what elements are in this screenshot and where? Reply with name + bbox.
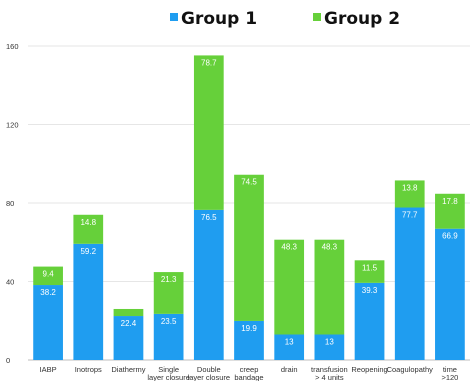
- legend-label-group-2: Group 2: [324, 9, 400, 29]
- data-label: 13.8: [402, 183, 418, 192]
- bar-group-1: [33, 285, 63, 360]
- bar-group-1: [73, 243, 104, 360]
- bar-group-2: [193, 55, 224, 210]
- x-tick-label: Double: [197, 365, 221, 374]
- bar-group-2: [153, 272, 184, 314]
- bar-group-2: [354, 260, 385, 283]
- data-label: 14.8: [80, 218, 96, 227]
- data-labels: 38.2 9.4 59.2 14.8 22.4 23.5 21.3 76.5 78.7 19.9 7…: [40, 58, 458, 346]
- bar-group-2: [314, 239, 345, 335]
- bar-group-1: [193, 209, 224, 360]
- y-tick-label: 160: [6, 42, 19, 51]
- bar-group-2: [435, 193, 465, 229]
- bar-group-2: [33, 266, 63, 286]
- bars: [33, 55, 465, 360]
- data-label: 9.4: [43, 270, 55, 279]
- y-tick-label: 120: [6, 121, 19, 130]
- bar-group-2: [113, 308, 144, 317]
- bar-group-2: [234, 174, 264, 321]
- x-tick-label: >120: [441, 373, 458, 381]
- x-tick-label: creep: [240, 365, 259, 374]
- bar-group-2: [73, 214, 104, 244]
- data-label: 66.9: [442, 232, 458, 241]
- x-tick-label: layer closure: [188, 373, 231, 381]
- bar-group-1: [113, 316, 144, 360]
- bar-group-2: [274, 239, 305, 335]
- data-label: 19.9: [241, 324, 257, 333]
- y-axis-ticks: 0 40 80 120 160: [6, 42, 19, 365]
- data-label: 11.5: [362, 263, 378, 272]
- data-label: 48.3: [281, 243, 297, 252]
- x-tick-label: layer closure: [147, 373, 190, 381]
- bar-group-1: [394, 207, 425, 360]
- bar-group-1: [153, 313, 184, 360]
- y-tick-label: 0: [6, 356, 10, 365]
- x-tick-label: Single: [158, 365, 179, 374]
- data-label: 38.2: [40, 288, 56, 297]
- y-tick-label: 40: [6, 278, 14, 287]
- bar-group-1: [314, 334, 345, 360]
- x-tick-label: IABP: [40, 365, 57, 374]
- x-tick-label: drain: [281, 365, 298, 374]
- data-label: 77.7: [402, 211, 418, 220]
- bar-group-2: [394, 180, 425, 208]
- legend-label-group-1: Group 1: [181, 9, 257, 29]
- legend: Group 1 Group 2: [170, 9, 400, 29]
- data-label: 22.4: [121, 319, 137, 328]
- data-label: 13: [325, 337, 334, 346]
- x-tick-label: Diathermy: [111, 365, 145, 374]
- data-label: 59.2: [80, 247, 96, 256]
- x-tick-label: > 4 units: [315, 373, 344, 381]
- bar-group-1: [234, 320, 264, 360]
- x-tick-label: time: [443, 365, 457, 374]
- data-label: 13: [285, 337, 294, 346]
- data-label: 21.3: [161, 275, 177, 284]
- data-label: 48.3: [322, 243, 338, 252]
- data-label: 76.5: [201, 213, 217, 222]
- data-label: 78.7: [201, 58, 217, 67]
- x-tick-label: Coagulopathy: [387, 365, 434, 374]
- bar-group-1: [435, 228, 465, 360]
- x-tick-label: transfusion: [311, 365, 348, 374]
- data-label: 23.5: [161, 317, 177, 326]
- x-tick-label: bandage: [234, 373, 263, 381]
- legend-swatch-group-1: [170, 13, 178, 21]
- data-label: 39.3: [362, 286, 378, 295]
- bar-group-1: [274, 334, 305, 360]
- x-tick-label: Inotrops: [75, 365, 102, 374]
- y-tick-label: 80: [6, 199, 14, 208]
- legend-swatch-group-2: [313, 13, 321, 21]
- x-tick-label: Reopening: [351, 365, 387, 374]
- data-label: 17.8: [442, 197, 458, 206]
- data-label: 74.5: [241, 178, 257, 187]
- bar-group-1: [354, 282, 385, 360]
